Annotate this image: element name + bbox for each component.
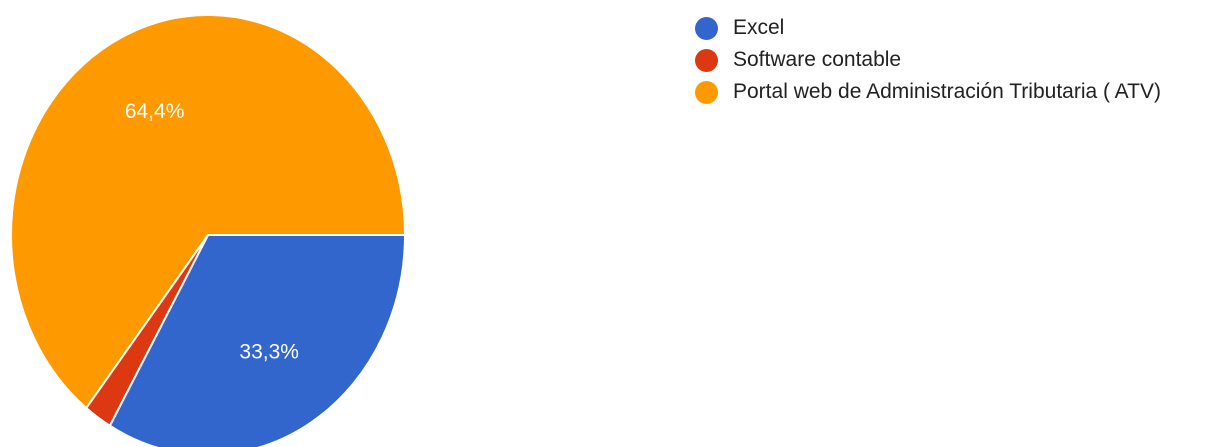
legend-label: Software contable (733, 48, 902, 71)
pie-slice (108, 234, 407, 447)
legend-item: Excel (695, 14, 1208, 42)
legend-swatch (695, 81, 718, 104)
pie-slice (10, 14, 407, 410)
legend-swatch (695, 17, 718, 40)
legend-label: Excel (733, 16, 785, 39)
legend-item: Software contable (695, 46, 1208, 74)
slice-label: 64,4% (125, 100, 185, 123)
slice-label: 33,3% (239, 341, 299, 364)
legend: Excel Software contable Portal web de Admi… (695, 14, 1208, 110)
legend-label: Portal web de Administración Tributaria … (733, 80, 1161, 103)
legend-item: Portal web de Administración Tributaria … (695, 78, 1208, 106)
legend-swatch (695, 49, 718, 72)
